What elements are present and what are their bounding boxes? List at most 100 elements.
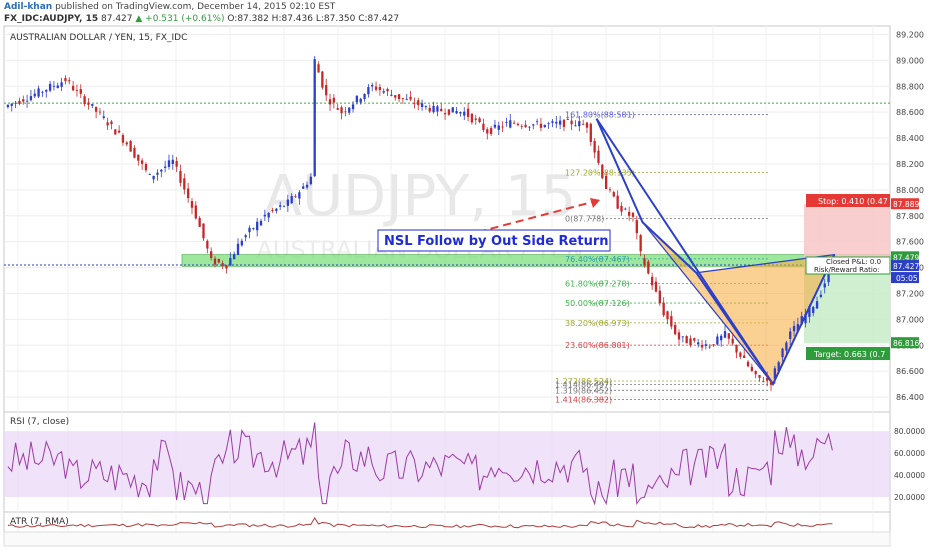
candle-body	[470, 113, 474, 123]
candle-body	[137, 154, 140, 161]
candle-body	[539, 123, 543, 128]
candle-body	[440, 108, 443, 112]
candle-body	[601, 164, 604, 179]
candle-body	[286, 199, 290, 206]
candle-body	[64, 78, 67, 82]
candle-body	[612, 192, 615, 197]
candle-body	[543, 124, 546, 128]
candle-body	[252, 228, 255, 229]
ohlc-values: O:87.382 H:87.436 L:87.350 C:87.427	[227, 14, 400, 24]
candle-body	[489, 128, 493, 134]
price-tag-label: 87.889	[893, 200, 919, 209]
candle-body	[827, 271, 830, 283]
candle-body	[639, 235, 642, 252]
candle-body	[271, 210, 274, 211]
candle-body	[52, 85, 56, 87]
candle-body	[585, 122, 589, 128]
y-tick-label: 89.000	[896, 56, 924, 65]
fib-label: 1.319(86.452)	[555, 386, 612, 395]
candle-body	[371, 84, 374, 87]
candle-body	[754, 371, 757, 375]
candle-body	[79, 89, 82, 94]
candle-body	[94, 106, 98, 112]
candle-body	[336, 108, 339, 110]
candle-body	[478, 118, 481, 123]
candle-body	[812, 306, 815, 313]
candle-body	[551, 121, 554, 123]
candle-body	[328, 99, 332, 105]
candle-body	[512, 122, 516, 124]
candle-body	[651, 276, 654, 286]
candle-body	[25, 100, 29, 102]
time-scale[interactable]	[3, 531, 891, 547]
candle-body	[290, 196, 293, 204]
candle-body	[704, 344, 708, 346]
candle-body	[394, 95, 397, 98]
candle-body	[29, 96, 33, 101]
annotation-box[interactable]	[377, 229, 611, 252]
candle-body	[309, 176, 313, 185]
candle-body	[681, 336, 684, 338]
candle-body	[689, 338, 692, 346]
candle-body	[654, 281, 658, 292]
candle-body	[401, 98, 405, 99]
candle-body	[56, 85, 59, 88]
candle-body	[796, 324, 800, 332]
candle-body	[244, 235, 247, 238]
candle-body	[374, 86, 378, 90]
candle-body	[41, 91, 44, 93]
candle-body	[114, 129, 117, 135]
candle-body	[451, 107, 454, 113]
candle-body	[140, 160, 144, 164]
candle-body	[727, 333, 731, 339]
price-tag	[891, 337, 919, 349]
harmonic-pattern	[595, 118, 836, 387]
candle-body	[535, 121, 539, 123]
pnl-label: Closed P&L: 0.0	[826, 258, 881, 266]
candle-body	[202, 223, 205, 239]
price-tag-label: 87.479	[893, 253, 919, 262]
candle-body	[210, 251, 213, 258]
rsi-tick-label: 20.0000	[894, 493, 925, 502]
candle-body	[221, 263, 224, 266]
candle-body	[33, 93, 36, 97]
candle-body	[294, 195, 297, 197]
rsi-tick-label: 60.0000	[894, 449, 925, 458]
candle-body	[417, 100, 420, 106]
candle-body	[163, 166, 167, 168]
candle-body	[524, 124, 527, 127]
atr-title: ATR (7, RMA)	[10, 517, 69, 527]
candle-body	[647, 261, 650, 274]
author-link[interactable]: Adil-khan	[4, 2, 53, 12]
candle-body	[643, 258, 646, 266]
candle-body	[800, 316, 803, 325]
candle-body	[298, 192, 301, 199]
candle-body	[459, 112, 462, 114]
candle-body	[282, 205, 286, 207]
candle-body	[823, 283, 826, 288]
candle-body	[305, 184, 309, 188]
candle-body	[578, 121, 581, 127]
candle-body	[378, 86, 382, 91]
candle-body	[194, 205, 197, 219]
candle-body	[631, 212, 635, 217]
candle-body	[279, 205, 282, 207]
candle-body	[593, 141, 596, 153]
candle-body	[773, 368, 777, 379]
rsi-tick-label: 80.0000	[894, 427, 925, 436]
target-tag	[806, 347, 890, 360]
candle-body	[233, 254, 236, 260]
fib-label: 23.60%(86.801)	[565, 341, 630, 350]
atr-pane-frame	[3, 511, 891, 533]
symbol-name: FX_IDC:AUDJPY, 15	[4, 14, 99, 24]
candle-body	[635, 220, 638, 234]
candle-body	[321, 71, 324, 88]
candle-body	[110, 121, 113, 124]
candle-body	[743, 355, 746, 358]
candle-body	[532, 124, 535, 126]
candle-body	[45, 89, 48, 92]
publish-info: published on TradingView.com, December 1…	[55, 2, 336, 12]
candle-body	[117, 130, 121, 133]
